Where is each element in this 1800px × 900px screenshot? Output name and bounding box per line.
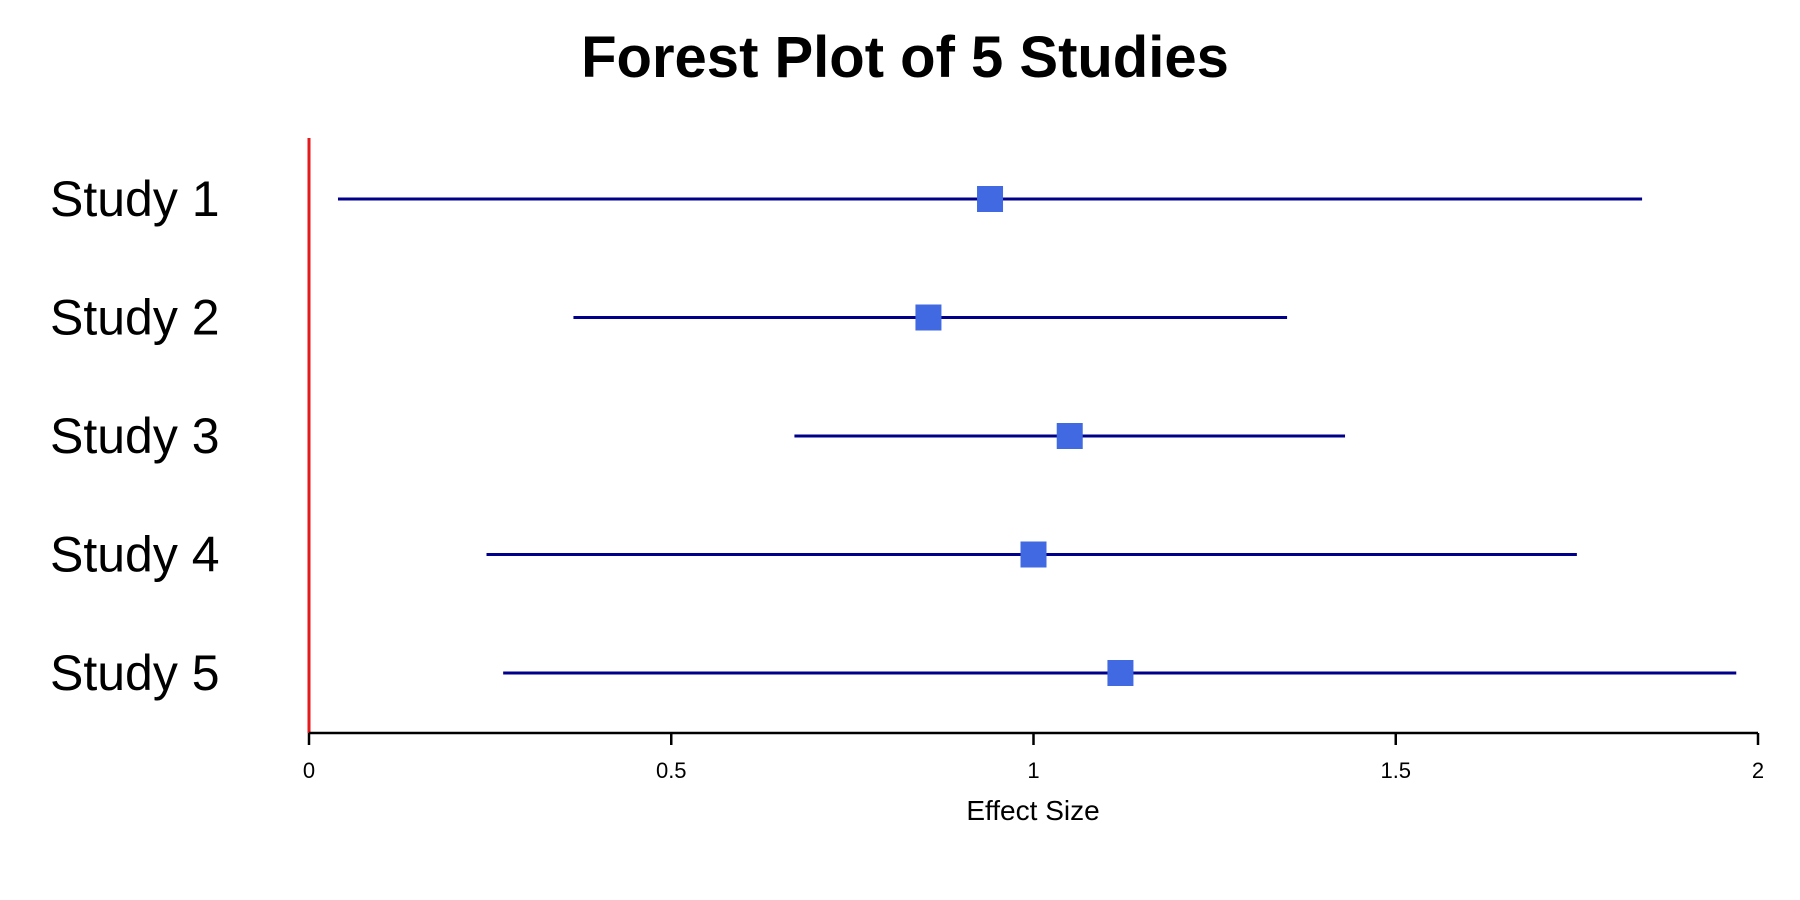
- study-label: Study 3: [50, 408, 220, 464]
- study-label: Study 1: [50, 171, 220, 227]
- x-axis-label: Effect Size: [966, 795, 1099, 826]
- study-label: Study 5: [50, 645, 220, 701]
- x-tick-label: 1: [1027, 758, 1039, 783]
- chart-title: Forest Plot of 5 Studies: [581, 25, 1229, 90]
- study-label: Study 4: [50, 527, 220, 583]
- x-tick-label: 1.5: [1380, 758, 1411, 783]
- point-estimate: [915, 304, 942, 331]
- point-estimate: [977, 186, 1004, 212]
- point-estimate: [1056, 423, 1083, 449]
- x-tick-label: 0.5: [656, 758, 687, 783]
- x-tick-label: 2: [1752, 758, 1764, 783]
- point-estimate: [1020, 541, 1047, 568]
- plot-area: 0 0.5 1 1.5 2 Study 1 Study 2 Study 3 Study 4 Stu…: [50, 138, 1764, 783]
- point-estimate: [1107, 660, 1134, 686]
- study-label: Study 2: [50, 290, 220, 346]
- x-tick-label: 0: [303, 758, 315, 783]
